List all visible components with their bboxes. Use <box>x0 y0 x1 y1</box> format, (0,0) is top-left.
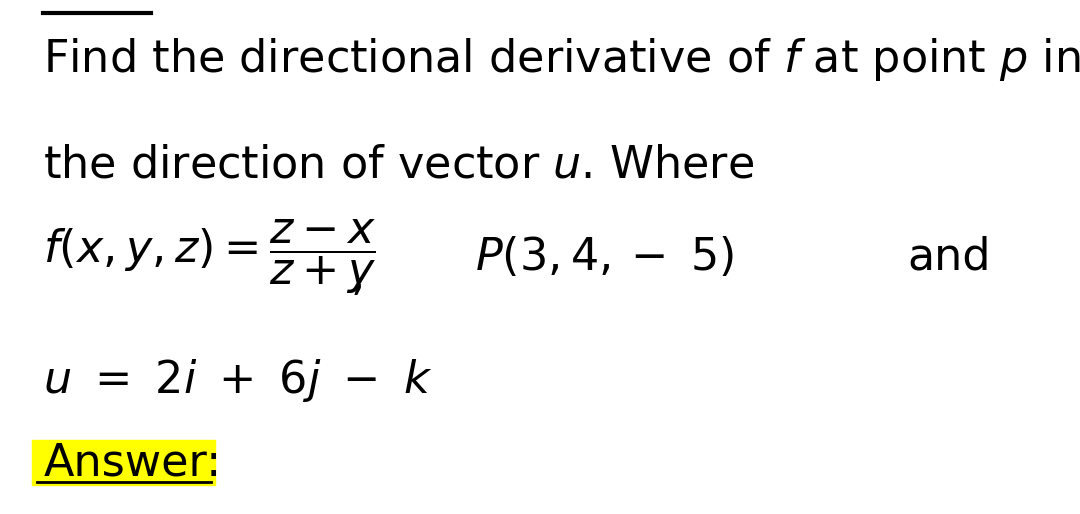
Text: Find the directional derivative of $f$ at point $p$ in: Find the directional derivative of $f$ a… <box>43 36 1080 83</box>
Text: ,: , <box>351 256 365 299</box>
Text: $u\ =\ 2i\ +\ 6j\ -\ k$: $u\ =\ 2i\ +\ 6j\ -\ k$ <box>43 357 433 404</box>
Text: the direction of vector $u$. Where: the direction of vector $u$. Where <box>43 144 754 187</box>
Text: $P(3, 4, -\ 5)$: $P(3, 4, -\ 5)$ <box>475 235 734 279</box>
FancyBboxPatch shape <box>32 439 215 485</box>
Text: Answer:: Answer: <box>43 441 221 484</box>
Text: $f(x, y, z) = \dfrac{z-x}{z+y}$: $f(x, y, z) = \dfrac{z-x}{z+y}$ <box>43 217 377 297</box>
Text: and: and <box>907 235 990 279</box>
